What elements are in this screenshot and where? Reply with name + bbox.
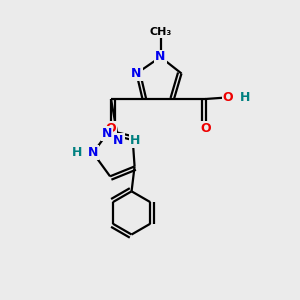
- Text: H: H: [72, 146, 82, 159]
- Text: CH₃: CH₃: [149, 27, 172, 37]
- Text: N: N: [88, 146, 98, 159]
- Text: N: N: [131, 67, 142, 80]
- Text: O: O: [200, 122, 211, 135]
- Text: H: H: [240, 91, 250, 104]
- Text: N: N: [113, 134, 124, 148]
- Text: N: N: [155, 50, 166, 64]
- Text: H: H: [130, 134, 140, 148]
- Text: O: O: [106, 122, 116, 135]
- Text: N: N: [102, 127, 112, 140]
- Text: O: O: [223, 91, 233, 104]
